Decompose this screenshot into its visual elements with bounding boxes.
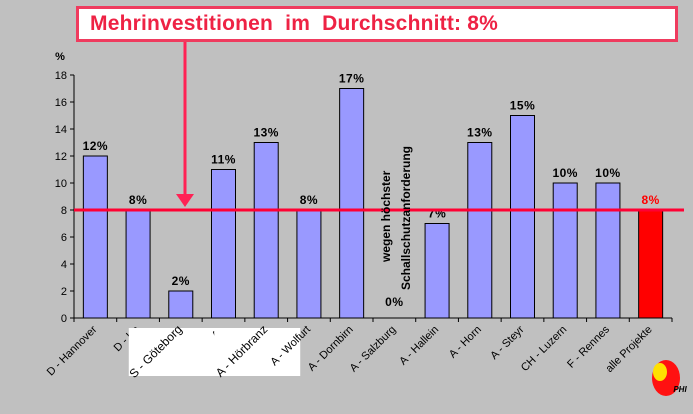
data-label-12: 10% <box>595 166 621 180</box>
bar-0 <box>82 155 108 319</box>
y-tick-label: 10 <box>55 178 67 190</box>
y-tick-label: 2 <box>61 286 67 298</box>
data-label-4: 13% <box>253 126 279 140</box>
x-tick-label-9: A - Horn <box>447 324 484 361</box>
data-label-0: 12% <box>83 139 109 153</box>
y-axis-label: % <box>55 51 65 63</box>
y-tick-label: 12 <box>55 151 67 163</box>
bar-4 <box>253 142 279 319</box>
data-label-5: 8% <box>300 193 318 207</box>
y-tick-label: 8 <box>61 205 67 217</box>
category-label-highlight-box <box>128 328 217 376</box>
data-label-13: 8% <box>641 193 659 207</box>
annotation-line-2: Schallschutzanforderung <box>399 146 413 290</box>
bar-5 <box>296 209 322 319</box>
x-tick-label-8: A - Hallein <box>397 324 441 368</box>
logo-text: PHI <box>673 385 687 394</box>
y-tick-label: 14 <box>55 124 67 136</box>
data-label-9: 13% <box>467 126 493 140</box>
bar-11 <box>552 182 578 319</box>
x-tick-label-7: A - Salzburg <box>348 324 399 375</box>
data-label-3: 11% <box>211 153 236 167</box>
bar-8 <box>424 223 450 319</box>
x-tick-label-0: D - Hannover <box>45 323 100 378</box>
annotation-line-1: wegen höchster <box>379 170 393 263</box>
bar-10 <box>510 115 535 319</box>
bar-9 <box>467 142 493 319</box>
y-tick-label: 0 <box>61 313 67 325</box>
data-label-6: 17% <box>339 72 365 86</box>
data-label-10: 15% <box>510 99 536 113</box>
data-label-1: 8% <box>129 193 147 207</box>
x-tick-label-11: CH - Luzern <box>519 324 569 374</box>
data-label-2: 2% <box>172 274 190 288</box>
arrow-head <box>176 194 194 207</box>
bar-13 <box>638 209 664 319</box>
title-box <box>76 6 678 42</box>
y-tick-label: 18 <box>55 70 67 82</box>
data-label-11: 10% <box>552 166 578 180</box>
bar-1 <box>125 209 151 319</box>
logo-mark-inner <box>653 363 667 381</box>
data-label-7: 0% <box>385 295 403 309</box>
category-label-highlight-box <box>214 328 301 376</box>
chart-title: Mehrinvestitionen im Durchschnitt: 8% <box>90 12 499 35</box>
bar-12 <box>595 182 621 319</box>
bar-3 <box>211 169 236 319</box>
x-tick-label-10: A - Steyr <box>488 323 527 362</box>
bar-6 <box>339 88 365 319</box>
bar-2 <box>168 290 194 319</box>
y-tick-label: 4 <box>61 259 67 271</box>
y-tick-label: 16 <box>55 97 67 109</box>
y-tick-label: 6 <box>61 232 67 244</box>
phi-logo: PHI <box>652 360 687 396</box>
